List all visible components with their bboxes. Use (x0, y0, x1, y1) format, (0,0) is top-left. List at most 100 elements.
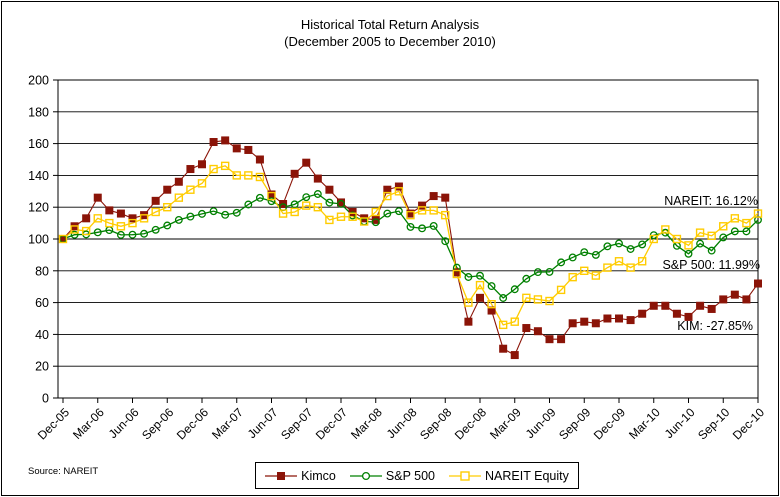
x-axis-label: Dec-09 (591, 405, 628, 442)
series-marker-nareit-equity (128, 218, 137, 228)
series-marker-s-p-500 (696, 239, 705, 248)
legend-marker-icon (349, 471, 382, 480)
series-marker-s-p-500 (186, 212, 195, 221)
series-marker-kimco (302, 158, 311, 167)
series-marker-nareit-equity (58, 234, 68, 244)
series-marker-kimco (499, 344, 508, 353)
series-marker-kimco (591, 319, 600, 328)
series-marker-nareit-equity (429, 206, 438, 215)
x-axis-label: Jun-09 (523, 405, 559, 441)
series-marker-kimco (730, 290, 739, 299)
series-marker-s-p-500 (487, 282, 496, 291)
x-axis-label: Mar-09 (487, 405, 524, 442)
series-marker-s-p-500 (719, 233, 728, 242)
x-axis-label: Dec-05 (35, 405, 72, 442)
series-marker-kimco (754, 279, 762, 288)
series-marker-s-p-500 (684, 249, 693, 258)
legend-marker-icon (265, 471, 298, 480)
series-marker-nareit-equity (545, 296, 554, 306)
series-marker-kimco (672, 309, 681, 318)
series-marker-s-p-500 (174, 215, 183, 224)
series-marker-kimco (684, 312, 693, 321)
series-marker-kimco (186, 165, 195, 174)
series-marker-kimco (580, 317, 589, 326)
series-marker-nareit-equity (614, 257, 624, 266)
series-marker-nareit-equity (637, 257, 647, 266)
series-marker-s-p-500 (510, 285, 519, 294)
series-marker-nareit-equity (174, 193, 184, 202)
series-marker-nareit-equity (417, 206, 427, 215)
series-marker-kimco (325, 185, 334, 194)
series-marker-kimco (464, 317, 473, 326)
series-marker-kimco (290, 169, 299, 178)
series-marker-nareit-equity (603, 263, 612, 272)
series-marker-s-p-500 (615, 239, 623, 248)
x-axis-label: Sep-07 (278, 405, 315, 442)
y-axis-label: 60 (35, 296, 49, 310)
series-marker-kimco (163, 185, 172, 194)
series-marker-nareit-equity (371, 207, 380, 217)
y-axis-label: 0 (42, 392, 49, 406)
series-marker-kimco (742, 295, 751, 304)
series-marker-nareit-equity (93, 214, 102, 223)
series-marker-nareit-equity (81, 226, 91, 236)
y-axis-label: 160 (28, 137, 49, 151)
series-marker-nareit-equity (533, 295, 543, 304)
legend-item-s-p-500: S&P 500 (349, 469, 435, 483)
series-marker-nareit-equity (267, 191, 276, 201)
x-axis-label: Jun-10 (662, 405, 698, 441)
series-marker-nareit-equity (220, 161, 230, 171)
series-marker-kimco (105, 206, 114, 215)
series-marker-kimco (615, 314, 623, 323)
series-marker-s-p-500 (232, 208, 241, 217)
series-marker-s-p-500 (626, 245, 635, 253)
series-marker-s-p-500 (406, 222, 415, 231)
x-axis-label: Sep-08 (417, 405, 454, 442)
series-marker-nareit-equity (475, 280, 485, 290)
series-marker-s-p-500 (603, 242, 612, 251)
legend-label: NAREIT Equity (485, 468, 569, 483)
series-marker-s-p-500 (221, 210, 230, 219)
series-marker-kimco (649, 301, 658, 310)
series-marker-s-p-500 (151, 225, 160, 234)
x-axis-label: Mar-10 (626, 405, 663, 442)
series-marker-nareit-equity (626, 263, 635, 272)
series-marker-s-p-500 (441, 237, 450, 246)
source-label: Source: NAREIT (28, 466, 99, 477)
y-axis-label: 40 (35, 328, 49, 342)
x-axis-label: Jun-07 (245, 405, 281, 441)
y-axis-label: 180 (28, 105, 49, 119)
series-marker-nareit-equity (487, 299, 496, 309)
series-marker-nareit-equity (522, 293, 531, 303)
series-marker-nareit-equity (707, 231, 716, 241)
series-marker-nareit-equity (209, 164, 218, 174)
series-annotation: NAREIT: 16.12% (664, 194, 758, 208)
series-marker-kimco (638, 309, 647, 318)
series-marker-s-p-500 (707, 246, 716, 255)
series-marker-s-p-500 (116, 230, 125, 239)
series-marker-kimco (198, 160, 206, 169)
series-marker-nareit-equity (394, 187, 404, 196)
series-marker-s-p-500 (140, 229, 149, 238)
x-axis-label: Mar-06 (70, 405, 107, 442)
series-marker-kimco (244, 145, 253, 154)
x-axis-label: Sep-10 (695, 405, 732, 442)
series-marker-kimco (719, 295, 728, 304)
series-marker-s-p-500 (290, 200, 299, 209)
chart-subtitle: (December 2005 to December 2010) (284, 34, 496, 49)
series-marker-s-p-500 (198, 209, 206, 218)
series-marker-s-p-500 (93, 228, 102, 237)
y-axis-label: 100 (28, 233, 49, 247)
series-marker-s-p-500 (70, 230, 79, 239)
series-marker-nareit-equity (197, 179, 207, 188)
x-axis-label: Dec-07 (313, 405, 350, 442)
series-marker-s-p-500 (209, 207, 218, 216)
series-marker-kimco (545, 335, 554, 344)
series-marker-s-p-500 (418, 224, 427, 233)
x-axis-label: Jun-08 (384, 405, 420, 441)
series-marker-kimco (476, 293, 484, 302)
y-axis-label: 80 (35, 264, 49, 278)
series-line-s-p-500 (62, 193, 759, 299)
